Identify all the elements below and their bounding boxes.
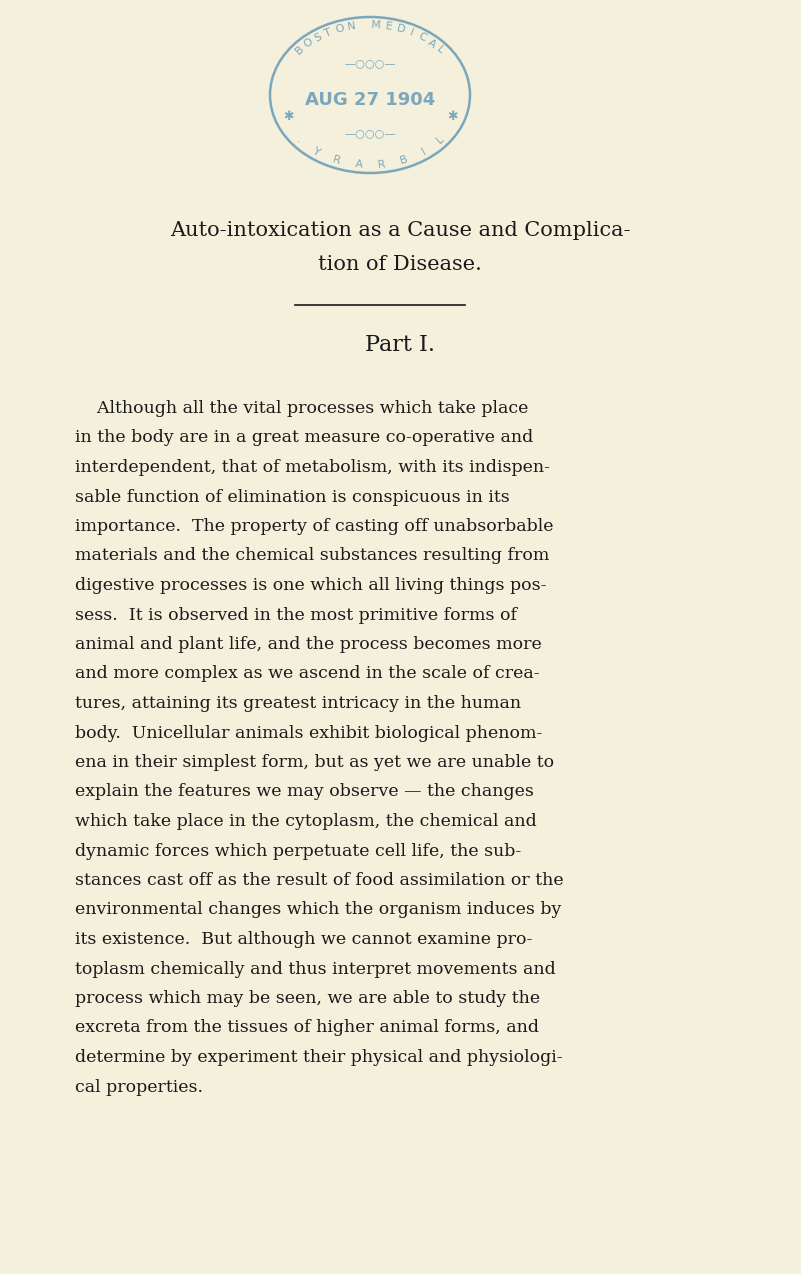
Text: Part I.: Part I. bbox=[365, 334, 435, 355]
Text: E: E bbox=[384, 20, 392, 32]
Text: interdependent, that of metabolism, with its indispen-: interdependent, that of metabolism, with… bbox=[75, 459, 550, 476]
Text: A: A bbox=[354, 159, 363, 169]
Text: animal and plant life, and the process becomes more: animal and plant life, and the process b… bbox=[75, 636, 541, 654]
Text: Auto-intoxication as a Cause and Complica-: Auto-intoxication as a Cause and Complic… bbox=[170, 220, 630, 240]
Text: tion of Disease.: tion of Disease. bbox=[318, 256, 482, 274]
Text: process which may be seen, we are able to study the: process which may be seen, we are able t… bbox=[75, 990, 540, 1006]
Text: T: T bbox=[324, 27, 333, 38]
Text: tures, attaining its greatest intricacy in the human: tures, attaining its greatest intricacy … bbox=[75, 696, 521, 712]
Text: digestive processes is one which all living things pos-: digestive processes is one which all liv… bbox=[75, 577, 546, 594]
Text: Although all the vital processes which take place: Although all the vital processes which t… bbox=[75, 400, 529, 417]
Text: —○○○—: —○○○— bbox=[344, 127, 396, 138]
Text: in the body are in a great measure co-operative and: in the body are in a great measure co-op… bbox=[75, 429, 533, 446]
Text: body.  Unicellular animals exhibit biological phenom-: body. Unicellular animals exhibit biolog… bbox=[75, 725, 542, 741]
Text: importance.  The property of casting off unabsorbable: importance. The property of casting off … bbox=[75, 519, 553, 535]
Text: determine by experiment their physical and physiologi-: determine by experiment their physical a… bbox=[75, 1049, 562, 1066]
Text: Y: Y bbox=[311, 145, 322, 158]
Text: O: O bbox=[334, 23, 345, 34]
Text: S: S bbox=[312, 32, 324, 43]
Text: L: L bbox=[435, 134, 446, 145]
Text: explain the features we may observe — the changes: explain the features we may observe — th… bbox=[75, 784, 534, 800]
Text: environmental changes which the organism induces by: environmental changes which the organism… bbox=[75, 902, 562, 919]
Text: sable function of elimination is conspicuous in its: sable function of elimination is conspic… bbox=[75, 488, 509, 506]
Text: R: R bbox=[377, 159, 386, 169]
Text: stances cast off as the result of food assimilation or the: stances cast off as the result of food a… bbox=[75, 871, 564, 889]
Text: I: I bbox=[420, 147, 428, 157]
Text: M: M bbox=[371, 20, 381, 31]
Text: I: I bbox=[409, 27, 415, 38]
Text: materials and the chemical substances resulting from: materials and the chemical substances re… bbox=[75, 548, 549, 564]
Text: excreta from the tissues of higher animal forms, and: excreta from the tissues of higher anima… bbox=[75, 1019, 539, 1037]
Text: and more complex as we ascend in the scale of crea-: and more complex as we ascend in the sca… bbox=[75, 665, 540, 683]
Text: ✱: ✱ bbox=[447, 111, 457, 124]
Text: .: . bbox=[295, 135, 304, 145]
Text: ena in their simplest form, but as yet we are unable to: ena in their simplest form, but as yet w… bbox=[75, 754, 554, 771]
Text: N: N bbox=[347, 20, 356, 32]
Text: C: C bbox=[417, 31, 428, 43]
Text: cal properties.: cal properties. bbox=[75, 1079, 203, 1096]
Text: toplasm chemically and thus interpret movements and: toplasm chemically and thus interpret mo… bbox=[75, 961, 556, 977]
Text: B: B bbox=[399, 154, 409, 166]
Text: ✱: ✱ bbox=[283, 111, 293, 124]
Text: AUG 27 1904: AUG 27 1904 bbox=[305, 90, 435, 110]
Text: sess.  It is observed in the most primitive forms of: sess. It is observed in the most primiti… bbox=[75, 606, 517, 623]
Text: O: O bbox=[302, 37, 315, 50]
Text: dynamic forces which perpetuate cell life, the sub-: dynamic forces which perpetuate cell lif… bbox=[75, 842, 521, 860]
Text: which take place in the cytoplasm, the chemical and: which take place in the cytoplasm, the c… bbox=[75, 813, 537, 829]
Text: A: A bbox=[426, 37, 438, 50]
Text: its existence.  But although we cannot examine pro-: its existence. But although we cannot ex… bbox=[75, 931, 533, 948]
Text: L: L bbox=[435, 45, 446, 56]
Text: R: R bbox=[332, 154, 341, 166]
Text: B: B bbox=[293, 43, 306, 56]
Text: D: D bbox=[395, 23, 405, 34]
Text: —○○○—: —○○○— bbox=[344, 59, 396, 68]
